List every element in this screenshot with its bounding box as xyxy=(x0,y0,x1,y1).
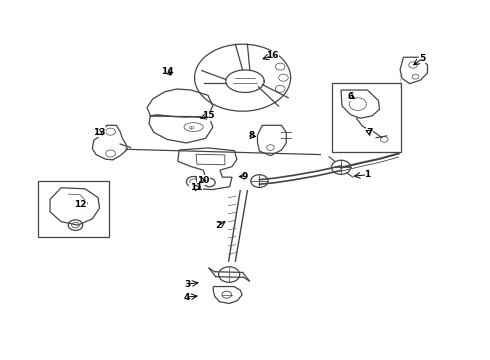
Text: 13: 13 xyxy=(93,128,105,137)
Text: 12: 12 xyxy=(74,200,87,209)
Text: 9: 9 xyxy=(242,172,248,181)
Text: 4: 4 xyxy=(183,293,190,302)
Text: 6: 6 xyxy=(347,91,354,100)
Text: 15: 15 xyxy=(202,111,214,120)
Text: 11: 11 xyxy=(190,183,202,192)
Text: 1: 1 xyxy=(365,170,370,179)
Text: 3: 3 xyxy=(184,280,191,289)
Text: 2: 2 xyxy=(216,221,221,230)
Text: 8: 8 xyxy=(248,131,254,140)
Text: 7: 7 xyxy=(367,128,373,137)
Text: 16: 16 xyxy=(266,51,278,60)
Bar xyxy=(38,181,109,237)
Text: cp: cp xyxy=(189,125,196,130)
Text: 14: 14 xyxy=(161,67,173,76)
Text: 5: 5 xyxy=(419,54,426,63)
Text: 10: 10 xyxy=(197,176,209,185)
Bar xyxy=(332,83,401,152)
